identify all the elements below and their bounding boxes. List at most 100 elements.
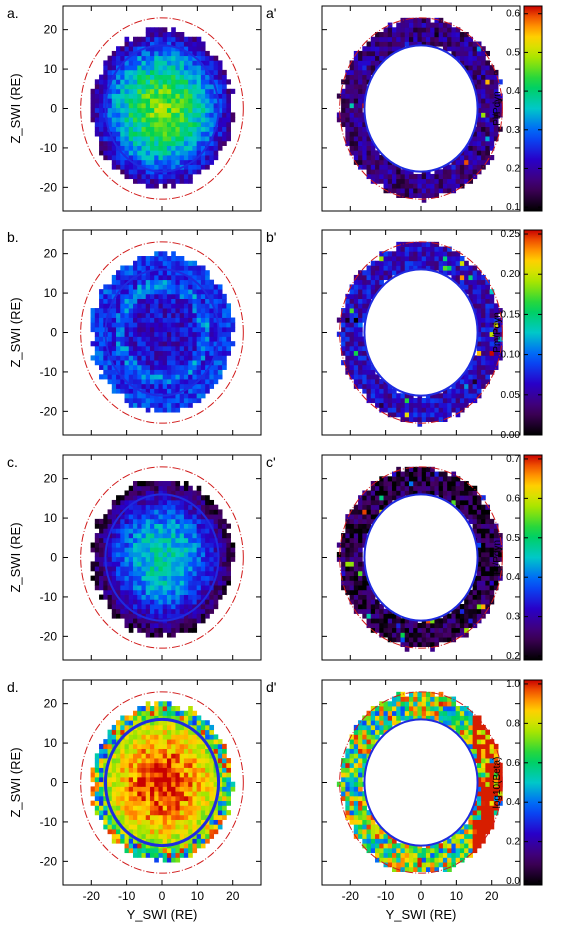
heatmap-cell <box>387 50 393 57</box>
heatmap-cell <box>179 93 185 99</box>
heatmap-cell <box>222 112 227 118</box>
heatmap-cell <box>124 293 130 299</box>
heatmap-cell <box>362 490 367 496</box>
heatmap-cell <box>447 407 452 413</box>
heatmap-cell <box>209 150 215 156</box>
heatmap-cell <box>107 814 113 820</box>
heatmap-cell <box>141 604 147 610</box>
heatmap-cell <box>358 312 363 318</box>
heatmap-cell <box>485 528 490 534</box>
heatmap-cell <box>133 289 138 295</box>
heatmap-cell <box>358 326 363 333</box>
heatmap-cell <box>200 570 206 577</box>
heatmap-cell <box>90 308 96 314</box>
heatmap-cell <box>149 55 155 61</box>
heatmap-cell <box>370 289 376 295</box>
heatmap-cell <box>417 622 423 629</box>
heatmap-cell <box>196 121 202 128</box>
heatmap-cell <box>107 121 113 128</box>
heatmap-cell <box>222 570 227 577</box>
heatmap-cell <box>133 374 138 380</box>
heatmap-cell <box>481 495 486 501</box>
heatmap-cell <box>133 298 138 304</box>
heatmap-cell <box>196 485 202 491</box>
heatmap-cell <box>200 117 206 123</box>
heatmap-cell <box>158 173 164 180</box>
heatmap-cell <box>128 173 134 180</box>
heatmap-cell <box>400 178 406 184</box>
heatmap-cell <box>200 317 206 323</box>
heatmap-cell <box>481 65 486 71</box>
heatmap-cell <box>166 256 172 262</box>
heatmap-cell <box>154 613 159 619</box>
heatmap-cell <box>404 256 410 262</box>
heatmap-cell <box>171 499 176 506</box>
heatmap-cell <box>209 514 215 520</box>
heatmap-cell <box>400 256 406 262</box>
heatmap-cell <box>455 260 461 266</box>
heatmap-cell <box>217 79 223 85</box>
heatmap-cell <box>188 604 193 610</box>
heatmap-cell <box>200 608 206 614</box>
heatmap-cell <box>175 824 181 830</box>
heatmap-cell <box>137 814 142 820</box>
heatmap-cell <box>145 183 151 189</box>
heatmap-cell <box>128 65 134 71</box>
heatmap-cell <box>481 121 486 128</box>
heatmap-cell <box>99 303 104 309</box>
heatmap-cell <box>222 537 227 543</box>
heatmap-cell <box>141 618 147 624</box>
heatmap-cell <box>175 178 181 184</box>
heatmap-cell <box>154 65 159 71</box>
heatmap-cell <box>226 575 231 581</box>
heatmap-cell <box>217 74 223 80</box>
heatmap-cell <box>149 270 155 276</box>
heatmap-cell <box>370 69 376 75</box>
heatmap-cell <box>124 819 130 825</box>
heatmap-cell <box>451 495 457 501</box>
heatmap-cell <box>196 364 202 370</box>
heatmap-cell <box>128 364 134 370</box>
heatmap-cell <box>166 566 172 572</box>
heatmap-cell <box>107 312 113 318</box>
heatmap-cell <box>171 50 176 57</box>
heatmap-cell <box>421 251 427 257</box>
heatmap-cell <box>438 251 444 257</box>
heatmap-cell <box>489 140 495 146</box>
heatmap-cell <box>400 260 406 266</box>
heatmap-cell <box>396 188 401 194</box>
heatmap-cell <box>111 274 117 281</box>
heatmap-cell <box>209 112 215 118</box>
heatmap-cell <box>472 490 478 496</box>
heatmap-cell <box>468 293 474 299</box>
heatmap-cell <box>107 570 113 577</box>
heatmap-cell <box>166 117 172 123</box>
heatmap-cell <box>111 303 117 309</box>
heatmap-cell <box>162 800 168 806</box>
heatmap-cell <box>120 805 125 811</box>
heatmap-cell <box>200 499 206 506</box>
heatmap-cell <box>476 284 482 290</box>
heatmap-cell <box>430 246 435 252</box>
heatmap-cell <box>413 246 418 252</box>
heatmap-cell <box>438 169 444 175</box>
heatmap-cell <box>149 622 155 629</box>
heatmap-cell <box>472 360 478 366</box>
heatmap-cell <box>205 585 210 591</box>
heatmap-cell <box>149 284 155 290</box>
heatmap-cell <box>472 136 478 142</box>
heatmap-cell <box>205 289 210 295</box>
heatmap-cell <box>158 289 164 295</box>
heatmap-cell <box>179 32 185 38</box>
heatmap-cell <box>375 32 380 38</box>
heatmap-cell <box>404 618 410 624</box>
heatmap-cell <box>476 350 482 356</box>
heatmap-cell <box>141 509 147 515</box>
heatmap-cell <box>459 604 465 610</box>
heatmap-cell <box>476 537 482 543</box>
heatmap-cell <box>141 829 147 835</box>
heatmap-cell <box>166 131 172 137</box>
heatmap-cell <box>485 589 490 595</box>
heatmap-cell <box>489 298 495 304</box>
heatmap-cell <box>345 88 350 94</box>
